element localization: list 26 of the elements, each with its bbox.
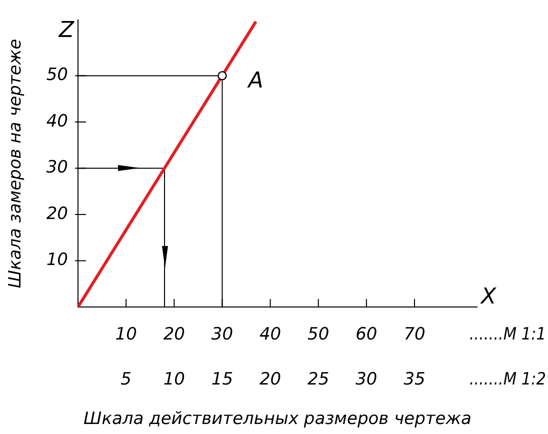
annotation: A xyxy=(246,68,264,94)
x2-tick-label: 5 xyxy=(120,370,132,390)
x-tick-label: 50 xyxy=(308,324,330,345)
y-tick-label: 10 xyxy=(46,250,68,270)
y-tick-label: 50 xyxy=(46,65,68,86)
y-tick-label: 40 xyxy=(46,111,68,132)
text: .......M 1:2 xyxy=(469,369,546,390)
text: Z xyxy=(58,18,75,43)
x-tick-label: 40 xyxy=(259,324,282,345)
y-tick-label: 30 xyxy=(46,158,68,178)
x2-tick-label: 35 xyxy=(404,370,426,390)
x-tick-label: 20 xyxy=(163,324,185,345)
x-tick-label: 70 xyxy=(404,324,426,345)
y-tick-label: 20 xyxy=(46,204,68,224)
x-tick-label: 60 xyxy=(356,324,378,345)
x2-tick-label: 20 xyxy=(259,370,282,390)
x2-tick-label: 15 xyxy=(211,370,234,390)
y-axis-title: Шкала замеров на чертеже xyxy=(6,38,26,288)
x-tick-label: 30 xyxy=(211,324,234,345)
x2-tick-label: 30 xyxy=(356,370,378,390)
x-axis-title: Шкала действительных размеров чертежа xyxy=(84,409,472,430)
text: .......M 1:1 xyxy=(469,324,546,344)
x2-tick-label: 10 xyxy=(163,370,185,390)
text: X xyxy=(480,284,497,310)
x2-tick-label: 25 xyxy=(308,370,330,390)
x-tick-label: 10 xyxy=(115,324,137,345)
